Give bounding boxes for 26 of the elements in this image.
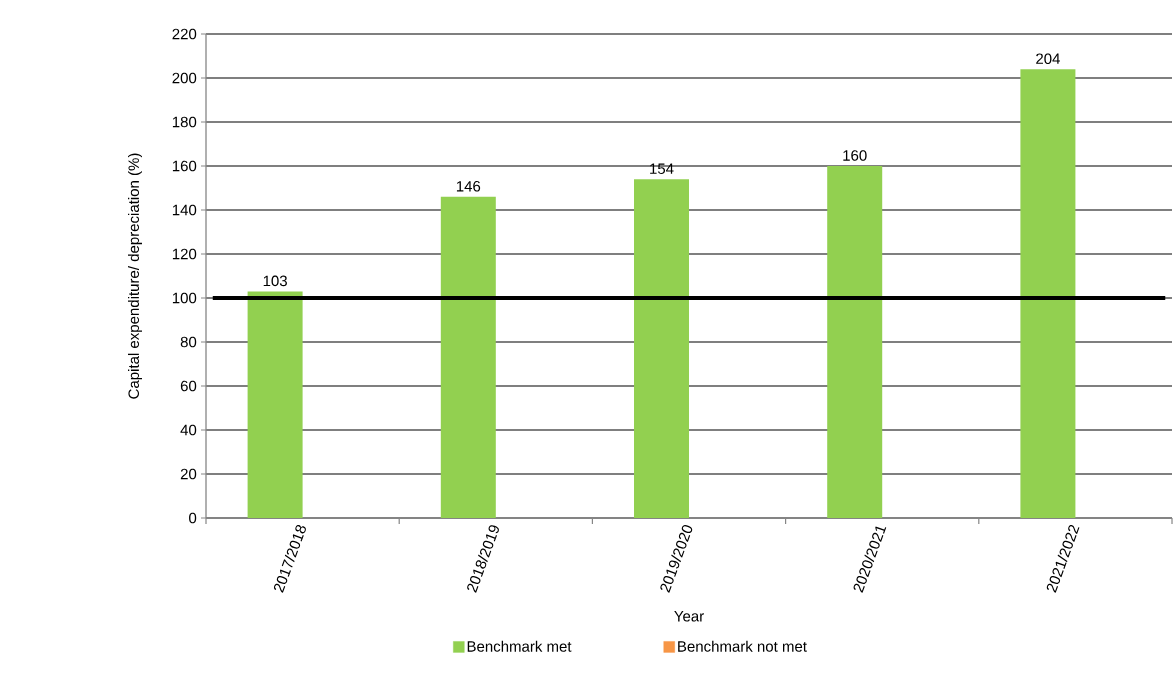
bar [440,196,496,518]
y-tick-label: 120 [172,248,197,260]
y-tick-label: 40 [180,424,197,436]
y-tick-label: 0 [189,512,197,524]
legend-label: Benchmark not met [678,640,807,652]
y-tick-label: 100 [172,292,197,304]
y-axis-title: Capital expenditure/ depreciation (%) [128,153,142,399]
y-tick-label: 180 [172,116,197,128]
data-label: 160 [843,150,867,161]
y-tick-label: 160 [172,160,197,172]
x-axis-title: Year [674,611,704,622]
y-tick-label: 20 [180,468,197,480]
data-label: 103 [263,275,287,287]
y-tick-label: 200 [172,72,197,84]
y-tick-label: 60 [180,380,197,392]
data-label: 204 [1036,53,1060,64]
y-tick-label: 80 [180,336,197,348]
bar [247,291,303,518]
bar [634,179,690,518]
bar [1020,69,1076,518]
legend-label: Benchmark met [467,640,572,652]
y-tick-label: 220 [172,28,197,40]
data-label: 146 [456,180,481,192]
y-tick-label: 140 [172,204,197,216]
data-label: 154 [650,163,674,174]
bar [827,166,883,518]
